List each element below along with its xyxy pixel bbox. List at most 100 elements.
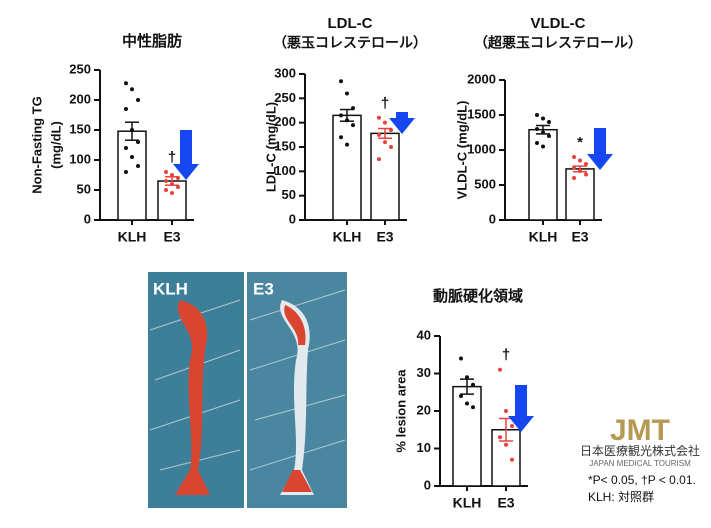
y-tick-label: 0 bbox=[489, 211, 496, 226]
data-point bbox=[471, 405, 475, 410]
data-point bbox=[351, 123, 355, 128]
data-point bbox=[498, 435, 502, 440]
data-point bbox=[465, 401, 469, 406]
chart-title: LDL-C bbox=[328, 15, 373, 32]
data-point bbox=[130, 87, 134, 92]
y-tick-label: 30 bbox=[417, 365, 431, 380]
significance-mark: † bbox=[168, 149, 176, 166]
data-point bbox=[339, 79, 343, 84]
data-point bbox=[465, 375, 469, 380]
y-tick-label: 100 bbox=[69, 151, 91, 166]
bar bbox=[117, 130, 147, 221]
y-tick-label: 250 bbox=[274, 90, 296, 105]
data-point bbox=[471, 382, 475, 387]
data-point bbox=[389, 127, 393, 132]
data-point bbox=[578, 158, 582, 163]
decrease-arrow bbox=[587, 128, 613, 170]
data-point bbox=[164, 170, 168, 174]
data-point bbox=[383, 140, 387, 145]
data-point bbox=[176, 185, 180, 189]
y-tick-label: 200 bbox=[69, 91, 91, 106]
data-point bbox=[124, 170, 128, 174]
data-point bbox=[510, 457, 514, 462]
x-tick-label: E3 bbox=[163, 229, 180, 245]
data-point bbox=[176, 176, 180, 180]
logo-english: JAPAN MEDICAL TOURISM bbox=[589, 459, 691, 468]
x-tick-label: E3 bbox=[571, 229, 588, 245]
y-tick-label: 50 bbox=[282, 187, 296, 202]
photo-label: KLH bbox=[153, 279, 188, 298]
data-point bbox=[547, 120, 551, 124]
data-point bbox=[541, 130, 545, 135]
y-tick-label: 10 bbox=[417, 440, 431, 455]
y-tick-label: 40 bbox=[417, 327, 431, 342]
y-axis-label: VLDL-C (mg/dL) bbox=[454, 101, 469, 200]
y-tick-label: 500 bbox=[474, 176, 496, 191]
data-point bbox=[164, 179, 168, 183]
data-point bbox=[164, 188, 168, 192]
data-point bbox=[377, 115, 381, 120]
y-tick-label: 2000 bbox=[467, 71, 496, 86]
data-point bbox=[351, 106, 355, 111]
logo: JMT 日本医療観光株式会社 JAPAN MEDICAL TOURISM bbox=[580, 414, 700, 468]
decrease-arrow bbox=[389, 112, 415, 134]
y-tick-label: 200 bbox=[274, 114, 296, 129]
decrease-arrow bbox=[508, 385, 534, 432]
data-point bbox=[504, 442, 508, 447]
data-point bbox=[130, 128, 134, 132]
y-axis-label: % lesion area bbox=[393, 369, 408, 453]
data-point bbox=[136, 164, 140, 168]
x-tick-label: KLH bbox=[453, 495, 482, 511]
y-axis-label: Non-Fasting TG bbox=[29, 96, 44, 194]
y-tick-label: 50 bbox=[77, 181, 91, 196]
x-tick-label: KLH bbox=[333, 229, 362, 245]
data-point bbox=[572, 165, 576, 170]
data-point bbox=[389, 145, 393, 149]
data-point bbox=[124, 146, 128, 150]
chart-subtitle: （超悪玉コレステロール） bbox=[474, 35, 642, 51]
data-point bbox=[510, 424, 514, 428]
data-point bbox=[541, 144, 545, 149]
logo-mark: JMT bbox=[610, 414, 670, 447]
significance-mark: † bbox=[502, 347, 510, 364]
data-point bbox=[459, 356, 463, 361]
data-point bbox=[572, 176, 576, 180]
data-point bbox=[535, 127, 539, 131]
y-tick-label: 150 bbox=[274, 138, 296, 153]
data-point bbox=[383, 120, 387, 125]
y-tick-label: 100 bbox=[274, 163, 296, 178]
data-point bbox=[541, 116, 545, 121]
data-point bbox=[170, 173, 174, 177]
data-point bbox=[345, 142, 349, 147]
bar bbox=[332, 114, 362, 221]
data-point bbox=[136, 140, 140, 144]
y-tick-label: 1500 bbox=[467, 106, 496, 121]
photo-label: E3 bbox=[253, 279, 274, 298]
data-point bbox=[578, 169, 582, 173]
data-point bbox=[535, 141, 539, 145]
data-point bbox=[170, 182, 174, 186]
data-point bbox=[377, 157, 381, 162]
y-tick-label: 150 bbox=[69, 121, 91, 136]
chart-subtitle: （悪玉コレステロール） bbox=[273, 35, 427, 51]
y-tick-label: 0 bbox=[424, 477, 431, 492]
data-point bbox=[504, 409, 508, 413]
data-point bbox=[547, 134, 551, 138]
y-tick-label: 250 bbox=[69, 61, 91, 76]
significance-mark: † bbox=[381, 95, 389, 112]
chart-title: 中性脂肪 bbox=[122, 32, 182, 50]
y-tick-label: 300 bbox=[274, 65, 296, 80]
chart-title: VLDL-C bbox=[531, 15, 586, 32]
x-tick-label: KLH bbox=[118, 229, 147, 245]
bar bbox=[565, 168, 595, 221]
x-tick-label: KLH bbox=[529, 229, 558, 245]
data-point bbox=[459, 394, 463, 398]
logo-name: 日本医療観光株式会社 bbox=[580, 443, 700, 458]
data-point bbox=[124, 107, 128, 111]
data-point bbox=[572, 155, 576, 159]
data-point bbox=[136, 98, 140, 102]
data-point bbox=[345, 91, 349, 96]
bar bbox=[528, 128, 558, 221]
footnote: KLH: 対照群 bbox=[588, 490, 654, 504]
